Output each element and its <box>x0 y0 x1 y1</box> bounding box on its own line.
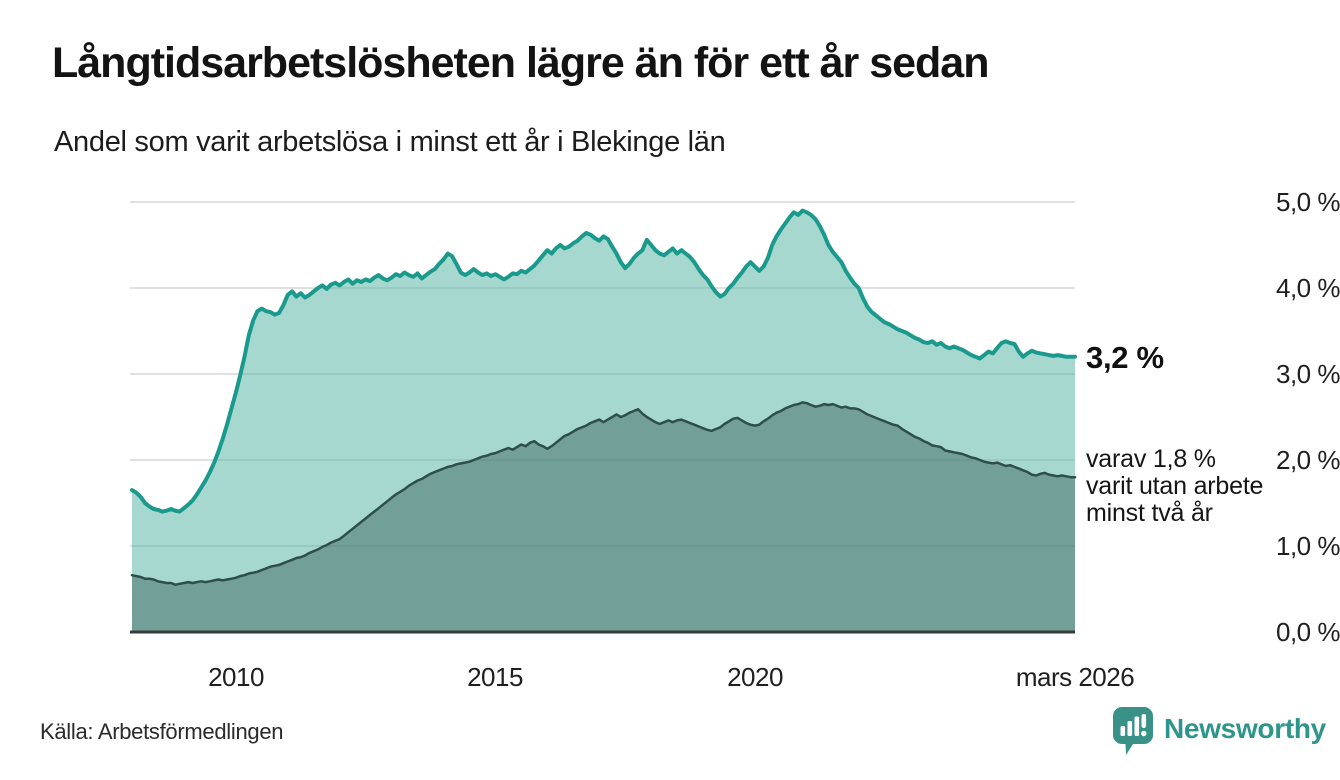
newsworthy-logo-icon <box>1113 707 1153 755</box>
y-axis-tick-label: 0,0 % <box>1276 617 1340 647</box>
end-value-label-main: 3,2 % <box>1086 339 1164 375</box>
x-axis-tick-label: 2015 <box>467 662 523 692</box>
end-note-line-2: varit utan arbete <box>1086 472 1264 501</box>
source-caption: Källa: Arbetsförmedlingen <box>40 719 284 744</box>
x-axis-tick-label: 2010 <box>208 662 264 692</box>
x-axis-tick-label: mars 2026 <box>1015 662 1135 692</box>
brand-name: Newsworthy <box>1164 713 1326 744</box>
brand-lockup: Newsworthy <box>1112 706 1326 758</box>
line-main <box>130 208 1077 514</box>
y-axis-tick-label: 2,0 % <box>1276 445 1340 475</box>
y-axis-tick-label: 4,0 % <box>1276 273 1340 303</box>
page-title: Långtidsarbetslösheten lägre än för ett … <box>52 39 989 87</box>
end-value-label-secondary: varav 1,8 % varit utan arbete minst två … <box>1086 446 1263 527</box>
y-axis-tick-label: 5,0 % <box>1276 187 1340 217</box>
y-axis-tick-label: 3,0 % <box>1276 359 1340 389</box>
end-note-line-1: varav 1,8 % <box>1086 445 1216 474</box>
y-axis-tick-label: 1,0 % <box>1276 531 1340 561</box>
x-axis-tick-label: 2020 <box>727 662 783 692</box>
end-note-line-3: minst två år <box>1086 499 1213 528</box>
area-fill-secondary <box>132 402 1075 632</box>
line-secondary <box>130 401 1077 586</box>
page-subtitle: Andel som varit arbetslösa i minst ett å… <box>54 126 726 158</box>
